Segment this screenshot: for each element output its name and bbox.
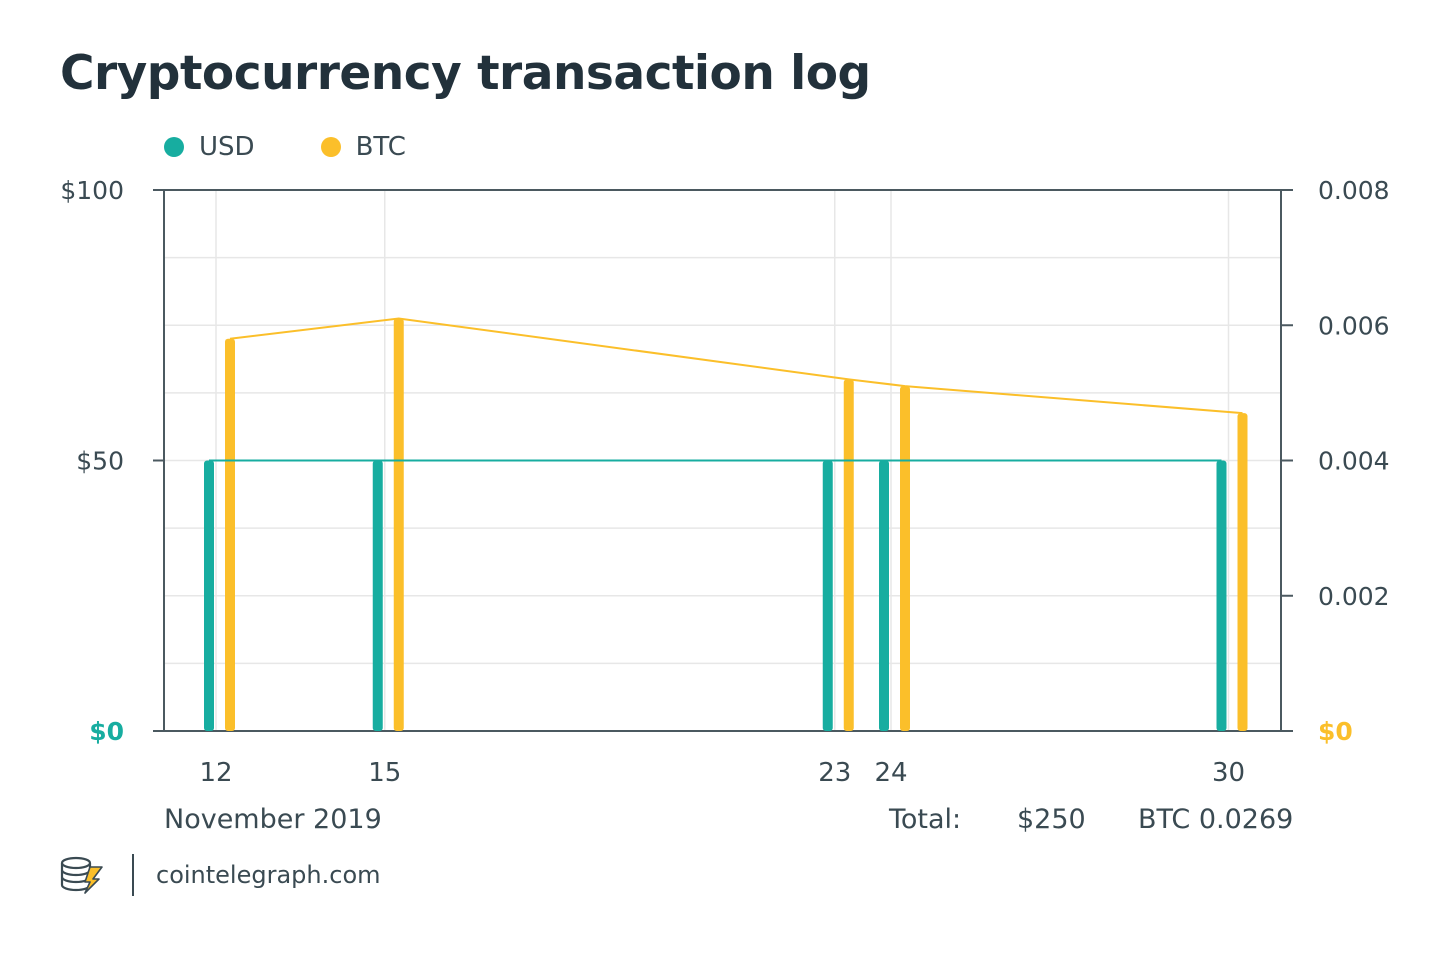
left-tick-label: $100 [60, 176, 124, 205]
legend-btc-label: BTC [355, 132, 406, 162]
x-tick-label: 30 [1212, 758, 1245, 788]
left-tick-label: $0 [89, 717, 124, 746]
usd-bar [204, 460, 214, 731]
period-label: November 2019 [164, 804, 382, 835]
legend-usd-dot [164, 137, 184, 157]
legend-btc-dot [320, 137, 341, 157]
totals-label: Total: [889, 804, 962, 835]
btc-bar [393, 318, 404, 731]
btc-bar [1237, 413, 1248, 731]
x-tick-label: 24 [874, 758, 907, 788]
right-tick-label: $0 [1318, 717, 1353, 746]
right-tick-label: 0.006 [1318, 311, 1390, 340]
x-tick-label: 12 [199, 758, 232, 788]
legend-usd-label: USD [199, 132, 255, 162]
chart-title: Cryptocurrency transaction log [60, 46, 871, 101]
btc-bar [225, 338, 235, 731]
cointelegraph-logo-icon [60, 856, 103, 894]
right-tick-label: 0.008 [1318, 176, 1390, 205]
usd-bar [1216, 460, 1227, 731]
total-btc: BTC 0.0269 [1138, 804, 1294, 835]
legend-item-usd: USD [164, 132, 255, 162]
btc-bar [900, 386, 910, 731]
btc-bar [843, 379, 854, 731]
x-tick-label: 23 [818, 758, 851, 788]
x-tick-label: 15 [368, 758, 401, 788]
legend-item-btc: BTC [320, 132, 406, 162]
legend: USD BTC [164, 130, 472, 164]
right-tick-label: 0.004 [1318, 447, 1390, 476]
footer: cointelegraph.com [60, 854, 381, 896]
left-tick-label: $50 [76, 447, 124, 476]
btc-series-line [229, 317, 1243, 415]
total-usd: $250 [1017, 804, 1086, 835]
usd-bar [879, 460, 889, 731]
right-tick-label: 0.002 [1318, 582, 1390, 611]
footer-separator [132, 854, 134, 896]
footer-site: cointelegraph.com [156, 861, 381, 889]
usd-bar [372, 460, 383, 731]
usd-bar [822, 460, 833, 731]
